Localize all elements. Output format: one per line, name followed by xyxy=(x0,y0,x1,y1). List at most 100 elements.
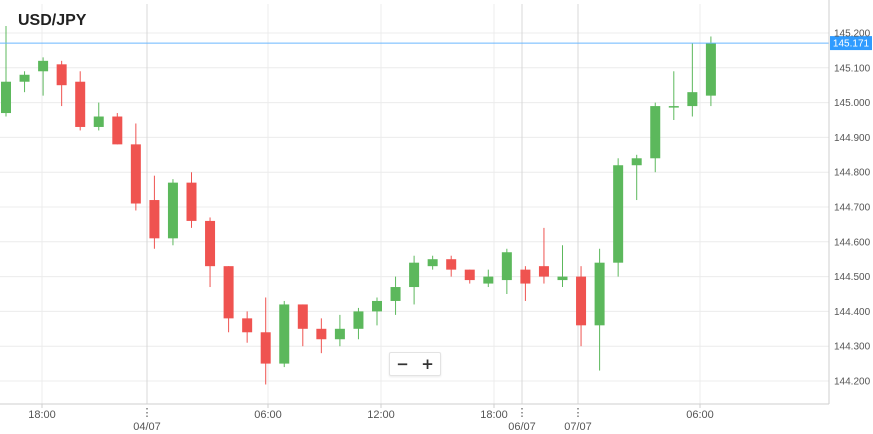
candle-down xyxy=(112,113,123,145)
candle-up xyxy=(334,314,345,347)
candle-body xyxy=(613,165,624,263)
candle-body xyxy=(409,262,420,288)
y-tick-label: 144.900 xyxy=(834,133,871,144)
candle-up xyxy=(501,248,512,294)
y-tick-label: 144.800 xyxy=(834,168,871,179)
candle-body xyxy=(650,106,661,159)
y-tick-label: 144.600 xyxy=(834,237,871,248)
candle-down xyxy=(130,123,141,211)
candle-body xyxy=(167,182,178,239)
candle-body xyxy=(112,116,123,145)
candle-up xyxy=(19,71,30,93)
x-tick-label: 06/07 xyxy=(508,421,536,433)
zoom-out-button[interactable]: − xyxy=(396,355,409,373)
candle-body xyxy=(501,252,512,281)
candle-body xyxy=(149,200,160,239)
candle-down xyxy=(538,227,549,284)
chart-title: USD/JPY xyxy=(18,12,87,29)
candle-down xyxy=(297,304,308,347)
zoom-controls: − + xyxy=(389,352,441,376)
y-axis: 145.200 145.100 145.000 144.900 144.800 144.7… xyxy=(828,0,871,404)
candle-down xyxy=(464,269,475,284)
candle-down xyxy=(520,266,531,301)
candle-body xyxy=(223,266,234,319)
candle-body xyxy=(483,276,494,284)
candle-body xyxy=(38,60,49,72)
candle-up xyxy=(483,269,494,288)
session-lines xyxy=(41,4,701,404)
candle-body xyxy=(372,300,382,312)
candle-up xyxy=(650,102,661,173)
candle-up xyxy=(631,154,642,201)
candle-down xyxy=(576,266,587,347)
session-marker: ⋮ xyxy=(142,407,153,419)
candle-up xyxy=(390,276,401,315)
candle-down xyxy=(316,318,327,354)
candle-body xyxy=(1,81,11,114)
candle-up xyxy=(353,307,364,340)
candle-down xyxy=(149,175,160,249)
candle-body xyxy=(353,311,364,329)
y-tick-label: 144.300 xyxy=(834,342,871,353)
candle-body xyxy=(446,259,457,270)
candle-body xyxy=(186,182,197,221)
grid xyxy=(0,32,829,382)
candle-body xyxy=(130,144,141,204)
candle-body xyxy=(75,81,86,127)
y-tick-label: 144.500 xyxy=(834,272,871,283)
candle-body xyxy=(390,287,401,301)
candle-body xyxy=(297,304,308,329)
y-tick-label: 145.000 xyxy=(834,98,871,109)
candle-up xyxy=(167,179,178,246)
candle-body xyxy=(668,106,679,108)
x-axis: 18:00 ⋮ 04/07 06:00 12:00 18:00 ⋮ 06/07 ⋮ 07/07 06… xyxy=(0,403,829,433)
candle-body xyxy=(316,328,327,340)
candle-body xyxy=(279,304,290,364)
candle-up xyxy=(668,71,679,120)
candle-down xyxy=(260,297,271,385)
candle-up xyxy=(1,26,11,117)
candle-body xyxy=(594,262,605,326)
candle-up xyxy=(427,255,438,270)
candle-body xyxy=(631,158,642,166)
candle-body xyxy=(538,266,549,277)
candle-body xyxy=(687,92,698,107)
candle-down xyxy=(75,71,86,131)
y-tick-label: 144.700 xyxy=(834,203,871,214)
zoom-in-button[interactable]: + xyxy=(421,355,434,373)
candle-down xyxy=(223,266,234,333)
x-tick-label: 06:00 xyxy=(686,409,714,421)
candle-body xyxy=(520,269,531,284)
candle-up xyxy=(279,300,290,368)
x-tick-label: 04/07 xyxy=(133,421,161,433)
candle-up xyxy=(93,102,104,131)
candle-up xyxy=(38,57,49,96)
x-tick-label: 07/07 xyxy=(564,421,592,433)
y-tick-label: 145.100 xyxy=(834,63,871,74)
candle-up xyxy=(557,245,568,288)
y-tick-label: 145.200 xyxy=(834,29,871,40)
x-tick-label: 18:00 xyxy=(28,409,56,421)
candle-body xyxy=(334,328,345,340)
candle-down xyxy=(205,217,216,288)
candle-down xyxy=(186,172,197,228)
candle-body xyxy=(56,64,67,86)
candle-up xyxy=(613,158,624,277)
candle-up xyxy=(687,43,698,117)
session-marker: ⋮ xyxy=(517,407,528,419)
candle-body xyxy=(93,116,104,127)
session-marker: ⋮ xyxy=(573,407,584,419)
candle-body xyxy=(705,43,716,96)
candle-up xyxy=(372,297,382,326)
y-tick-label: 144.400 xyxy=(834,307,871,318)
candle-body xyxy=(205,220,216,267)
candle-body xyxy=(260,332,271,364)
candle-up xyxy=(705,36,716,107)
candle-up xyxy=(594,248,605,371)
candle-down xyxy=(56,60,67,107)
candle-body xyxy=(242,318,253,333)
candle-up xyxy=(409,255,420,305)
x-tick-label: 18:00 xyxy=(480,409,508,421)
